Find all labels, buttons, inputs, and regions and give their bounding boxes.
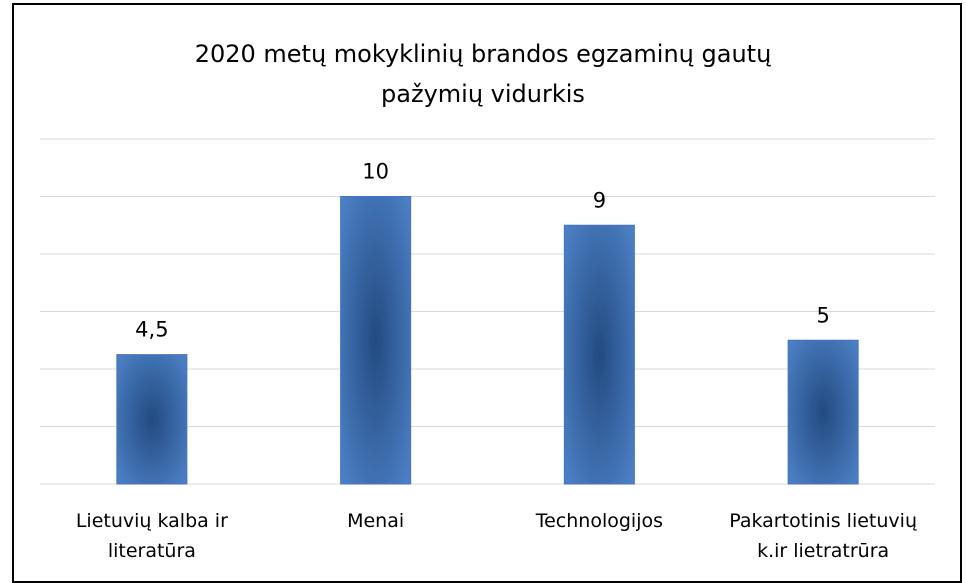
bar xyxy=(787,339,859,485)
chart-title: 2020 metų mokyklinių brandos egzaminų ga… xyxy=(194,40,772,108)
bar xyxy=(563,224,635,485)
x-tick-label: Pakartotinis lietuvių k.ir lietratrūra xyxy=(729,510,917,562)
x-tick-label: Menai xyxy=(347,510,405,532)
bar xyxy=(116,354,188,485)
bar xyxy=(340,196,412,485)
x-tick-label: Lietuvių kalba ir literatūra xyxy=(75,510,228,562)
value-label: 10 xyxy=(362,160,389,184)
value-label: 4,5 xyxy=(135,318,168,342)
value-label: 9 xyxy=(593,188,606,212)
x-tick-label: Technologijos xyxy=(535,510,664,532)
value-label: 5 xyxy=(816,303,829,327)
